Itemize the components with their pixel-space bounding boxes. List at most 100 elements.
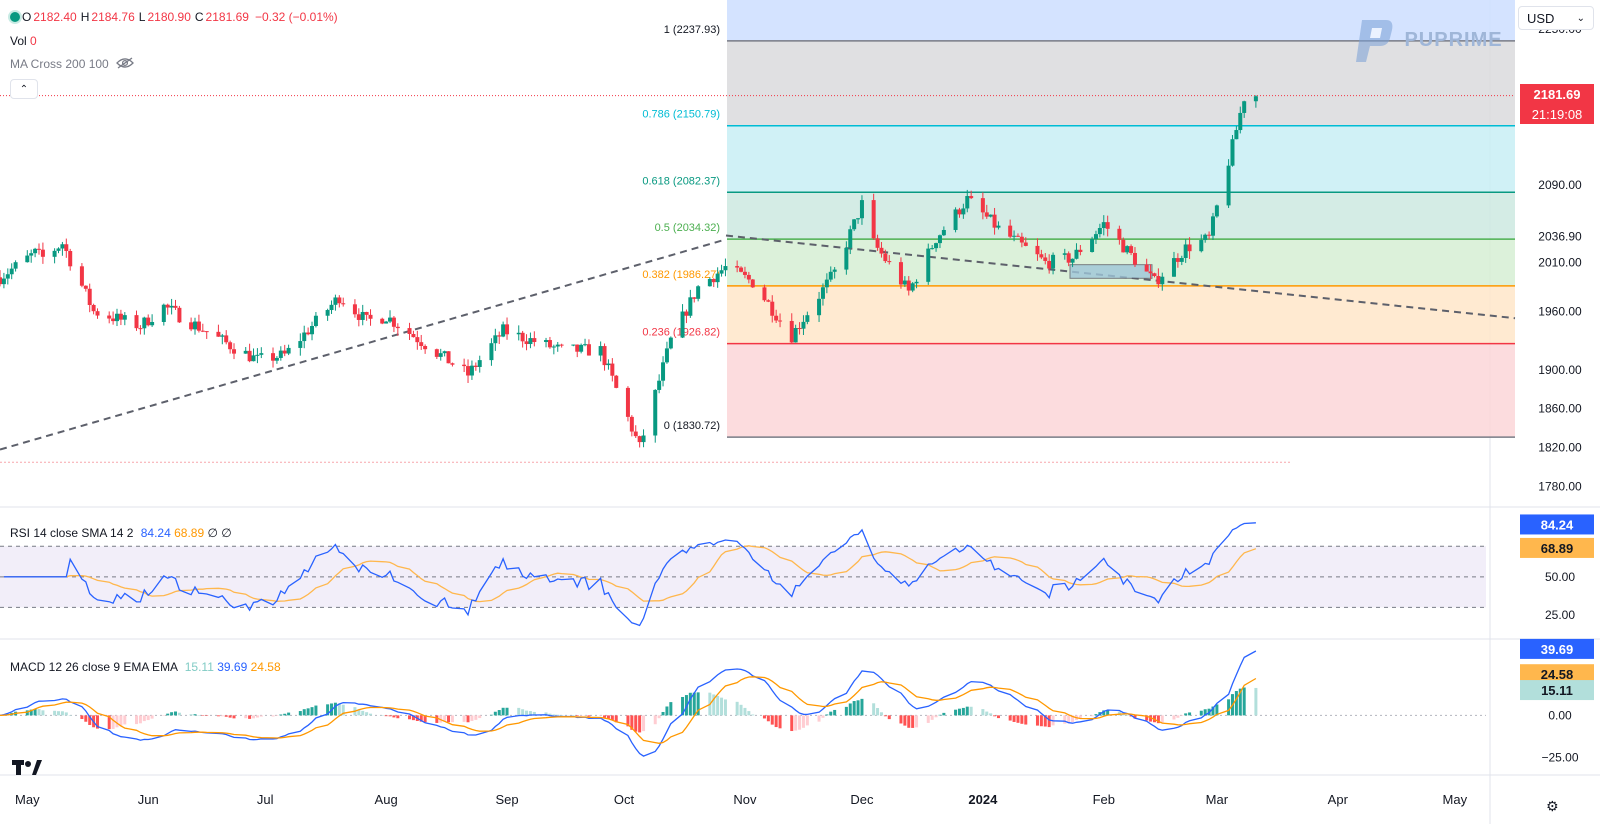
ma-cross-label: MA Cross 200 100 — [10, 57, 109, 71]
candle — [40, 249, 45, 257]
candle — [169, 305, 174, 308]
macd-hist-bar — [1242, 687, 1246, 716]
ohlc-l: L 2180.90 — [138, 10, 191, 24]
candle — [551, 346, 556, 348]
settings-gear-icon[interactable]: ⚙ — [1546, 798, 1559, 814]
candle — [544, 340, 549, 343]
candle — [56, 248, 61, 251]
symbol-status-icon[interactable] — [10, 12, 20, 22]
candle — [793, 328, 798, 343]
macd-hist-bar — [681, 696, 685, 716]
macd-hist-bar — [1234, 691, 1238, 716]
macd-hist-bar — [821, 715, 825, 718]
candle — [473, 365, 478, 367]
candle — [852, 219, 857, 230]
candle — [1242, 101, 1247, 113]
macd-hist-bar — [193, 714, 197, 716]
volume-legend: Vol 0 — [10, 34, 37, 48]
macd-hist-bar — [957, 708, 961, 716]
macd-hist-bar — [439, 715, 443, 723]
candle — [820, 287, 825, 299]
candle — [926, 248, 931, 282]
price-axis-label: 2036.90 — [1538, 230, 1582, 244]
collapse-legend-button[interactable]: ⌃ — [10, 79, 38, 99]
macd-hist-bar — [244, 715, 248, 719]
macd-hist-bar — [630, 715, 634, 730]
macd-hist-bar — [712, 694, 716, 716]
candle — [388, 317, 393, 322]
currency-select[interactable]: USD ⌄ — [1518, 6, 1594, 30]
macd-hist-bar — [392, 715, 396, 718]
candle — [1097, 228, 1102, 235]
candle — [1132, 252, 1137, 265]
candle — [368, 314, 373, 319]
candle — [988, 214, 993, 217]
candle — [95, 311, 100, 316]
macd-hist-bar — [887, 715, 891, 720]
macd-hist-bar — [341, 704, 345, 716]
candle — [637, 436, 642, 443]
macd-hist-bar — [388, 715, 392, 717]
candle — [391, 317, 396, 327]
macd-hist-bar — [271, 715, 275, 717]
candle — [1152, 273, 1157, 277]
macd-hist-bar — [205, 715, 209, 716]
hidden-eye-icon[interactable] — [116, 57, 134, 69]
fib-level-label: 1 (2237.93) — [664, 24, 720, 36]
candle — [1121, 239, 1126, 253]
macd-hist-bar — [1094, 714, 1098, 716]
macd-hist-bar — [1199, 710, 1203, 716]
candle — [173, 305, 178, 308]
candle — [189, 322, 194, 330]
macd-hist-bar — [1188, 712, 1192, 716]
candle — [1207, 234, 1212, 236]
candle — [762, 287, 767, 301]
macd-hist-bar — [996, 715, 1000, 719]
macd-hist-bar — [938, 714, 942, 716]
candle — [1199, 240, 1204, 252]
macd-hist-bar — [88, 715, 92, 725]
time-axis-label: Dec — [850, 792, 874, 807]
candle — [329, 304, 334, 311]
candle — [953, 209, 958, 230]
macd-hist-bar — [856, 700, 860, 716]
candle — [680, 311, 685, 338]
price-axis-label: 1860.00 — [1538, 402, 1582, 416]
fib-level-label: 0 (1830.72) — [664, 420, 720, 432]
macd-hist-bar — [665, 706, 669, 716]
macd-hist-bar — [833, 709, 837, 716]
macd-hist-bar — [844, 706, 848, 716]
macd-hist-bar — [60, 711, 64, 716]
candle — [1129, 246, 1134, 253]
ohlc-values: O 2182.40 H 2184.76 L 2180.90 C 2181.69 — [22, 10, 253, 24]
rsi-axis-label: 50.00 — [1545, 570, 1575, 584]
macd-hist-bar — [1227, 699, 1231, 716]
macd-hist-bar — [1149, 715, 1153, 722]
candle — [1101, 222, 1106, 229]
time-axis-label: Oct — [614, 792, 635, 807]
time-axis-label: Apr — [1328, 792, 1349, 807]
macd-hist-bar — [688, 692, 692, 716]
candle — [653, 389, 658, 436]
macd-signal-value-tag: 24.58 — [1541, 667, 1574, 682]
candle — [571, 344, 576, 346]
candle — [1070, 258, 1075, 263]
macd-hist-bar — [805, 715, 809, 726]
candle — [961, 208, 966, 215]
candle — [789, 320, 794, 343]
candle — [1093, 234, 1098, 240]
macd-value-tag-bg — [1520, 638, 1594, 659]
macd-hist-bar — [333, 702, 337, 716]
fib-zone — [727, 40, 1515, 126]
candle — [856, 218, 861, 220]
macd-hist-bar — [1203, 709, 1207, 716]
candle — [1019, 236, 1024, 243]
candle — [661, 362, 666, 381]
candle — [914, 281, 919, 284]
macd-hist-bar — [396, 715, 400, 719]
candle — [1183, 244, 1188, 259]
macd-hist-bar — [298, 711, 302, 716]
tradingview-logo[interactable] — [12, 758, 42, 781]
candle — [711, 278, 716, 283]
